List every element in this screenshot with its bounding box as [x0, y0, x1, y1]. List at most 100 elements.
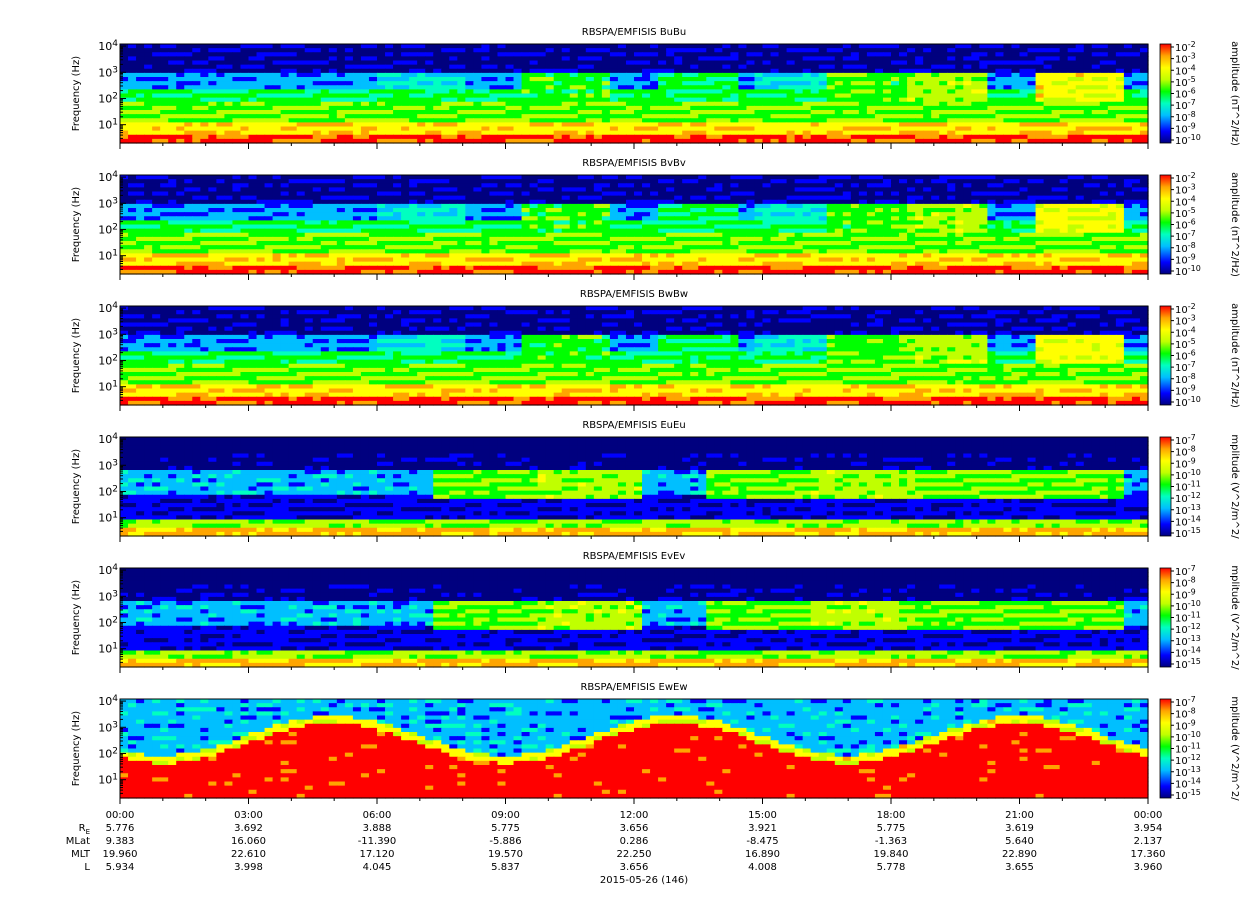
- spectrogram-cell: [987, 81, 996, 86]
- spectrogram-cell: [787, 52, 796, 57]
- spectrogram-cell: [273, 220, 282, 225]
- spectrogram-cell: [353, 122, 362, 127]
- spectrogram-cell: [433, 61, 442, 66]
- spectrogram-cell: [1028, 187, 1037, 192]
- spectrogram-cell: [369, 61, 378, 66]
- spectrogram-cell: [995, 204, 1004, 209]
- spectrogram-cell: [754, 56, 763, 61]
- spectrogram-cell: [730, 127, 739, 132]
- spectrogram-cell: [176, 56, 185, 61]
- spectrogram-cell: [578, 196, 587, 201]
- spectrogram-cell: [650, 204, 659, 209]
- spectrogram-cell: [297, 73, 306, 78]
- spectrogram-cell: [979, 98, 988, 103]
- spectrogram-cell: [650, 110, 659, 115]
- spectrogram-cell: [875, 183, 884, 188]
- spectrogram-cell: [754, 65, 763, 70]
- spectrogram-cell: [1124, 216, 1133, 221]
- spectrogram-cell: [1060, 102, 1069, 107]
- spectrogram-cell: [682, 208, 691, 213]
- spectrogram-cell: [273, 69, 282, 74]
- spectrogram-cell: [393, 56, 402, 61]
- spectrogram-cell: [489, 61, 498, 66]
- spectrogram-cell: [345, 135, 354, 140]
- spectrogram-cell: [1011, 131, 1020, 136]
- spectrogram-cell: [730, 229, 739, 234]
- spectrogram-cell: [257, 127, 266, 132]
- spectrogram-cell: [1132, 200, 1141, 205]
- spectrogram-cell: [361, 81, 370, 86]
- spectrogram-cell: [1068, 220, 1077, 225]
- spectrogram-cell: [200, 94, 209, 99]
- spectrogram-cell: [144, 212, 153, 217]
- spectrogram-cell: [1044, 65, 1053, 70]
- spectrogram-cell: [192, 77, 201, 82]
- spectrogram-cell: [706, 216, 715, 221]
- spectrogram-cell: [160, 179, 169, 184]
- spectrogram-cell: [216, 208, 225, 213]
- spectrogram-cell: [1028, 77, 1037, 82]
- spectrogram-cell: [224, 48, 233, 53]
- spectrogram-cell: [650, 44, 659, 49]
- spectrogram-cell: [586, 216, 595, 221]
- spectrogram-cell: [722, 187, 731, 192]
- spectrogram-cell: [353, 187, 362, 192]
- spectrogram-cell: [473, 65, 482, 70]
- spectrogram-cell: [369, 89, 378, 94]
- spectrogram-cell: [771, 98, 780, 103]
- spectrogram-cell: [377, 65, 386, 70]
- spectrogram-cell: [265, 44, 274, 49]
- spectrogram-cell: [939, 48, 948, 53]
- spectrogram-cell: [626, 179, 635, 184]
- spectrogram-cell: [594, 192, 603, 197]
- spectrogram-cell: [835, 65, 844, 70]
- spectrogram-cell: [449, 187, 458, 192]
- spectrogram-cell: [987, 208, 996, 213]
- spectrogram-cell: [1092, 192, 1101, 197]
- spectrogram-cell: [224, 192, 233, 197]
- spectrogram-cell: [281, 77, 290, 82]
- spectrogram-cell: [1116, 69, 1125, 74]
- spectrogram-cell: [425, 225, 434, 230]
- spectrogram-cell: [361, 52, 370, 57]
- spectrogram-cell: [827, 118, 836, 123]
- spectrogram-cell: [184, 81, 193, 86]
- spectrogram-cell: [690, 131, 699, 136]
- spectrogram-cell: [963, 98, 972, 103]
- spectrogram-cell: [835, 135, 844, 140]
- spectrogram-cell: [995, 183, 1004, 188]
- spectrogram-cell: [514, 106, 523, 111]
- spectrogram-cell: [1108, 44, 1117, 49]
- spectrogram-cell: [1020, 183, 1029, 188]
- spectrogram-cell: [867, 61, 876, 66]
- spectrogram-cell: [281, 69, 290, 74]
- spectrogram-cell: [915, 225, 924, 230]
- spectrogram-cell: [722, 69, 731, 74]
- spectrogram-cell: [634, 77, 643, 82]
- spectrogram-cell: [1076, 44, 1085, 49]
- spectrogram-cell: [393, 73, 402, 78]
- spectrogram-cell: [329, 94, 338, 99]
- spectrogram-cell: [562, 61, 571, 66]
- spectrogram-cell: [1132, 220, 1141, 225]
- spectrogram-cell: [730, 175, 739, 180]
- spectrogram-cell: [795, 196, 804, 201]
- spectrogram-cell: [1092, 106, 1101, 111]
- spectrogram-cell: [690, 106, 699, 111]
- spectrogram-cell: [891, 44, 900, 49]
- spectrogram-cell: [417, 89, 426, 94]
- spectrogram-cell: [626, 220, 635, 225]
- spectrogram-cell: [939, 200, 948, 205]
- spectrogram-cell: [835, 200, 844, 205]
- spectrogram-cell: [899, 220, 908, 225]
- spectrogram-cell: [771, 179, 780, 184]
- spectrogram-cell: [433, 69, 442, 74]
- spectrogram-cell: [216, 89, 225, 94]
- spectrogram-cell: [955, 196, 964, 201]
- spectrogram-cell: [947, 81, 956, 86]
- spectrogram-cell: [891, 204, 900, 209]
- spectrogram-cell: [152, 48, 161, 53]
- spectrogram-cell: [779, 69, 788, 74]
- spectrogram-cell: [497, 69, 506, 74]
- spectrogram-cell: [995, 102, 1004, 107]
